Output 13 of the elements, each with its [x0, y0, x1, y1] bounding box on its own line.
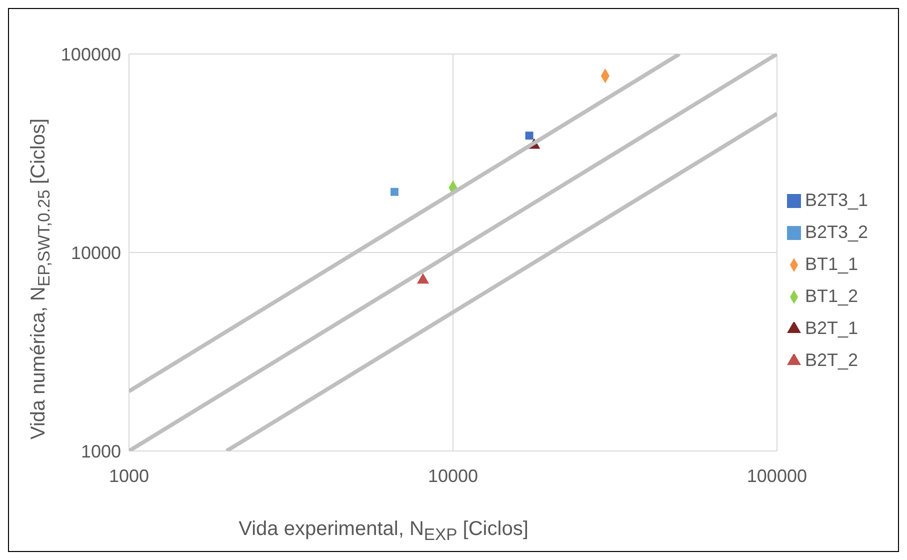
legend-label: B2T_1: [804, 318, 858, 338]
legend-label: BT1_2: [804, 286, 858, 306]
legend-label: B2T_2: [804, 350, 858, 370]
x-axis-title: Vida experimental, N$_{EXP}$ [Ciclos]: [238, 518, 530, 545]
legend-label: B2T3_1: [804, 190, 868, 210]
y-tick-label: 1000: [80, 441, 121, 462]
x-tick-label: 1000: [108, 466, 150, 486]
x-tick-label: 10000: [428, 466, 478, 486]
y-tick-label: 10000: [70, 242, 121, 263]
legend-label: BT1_1: [804, 254, 858, 274]
legend-label: B2T3_2: [804, 222, 868, 242]
x-tick-label: 100000: [746, 466, 807, 486]
y-tick-label: 100000: [60, 44, 121, 64]
